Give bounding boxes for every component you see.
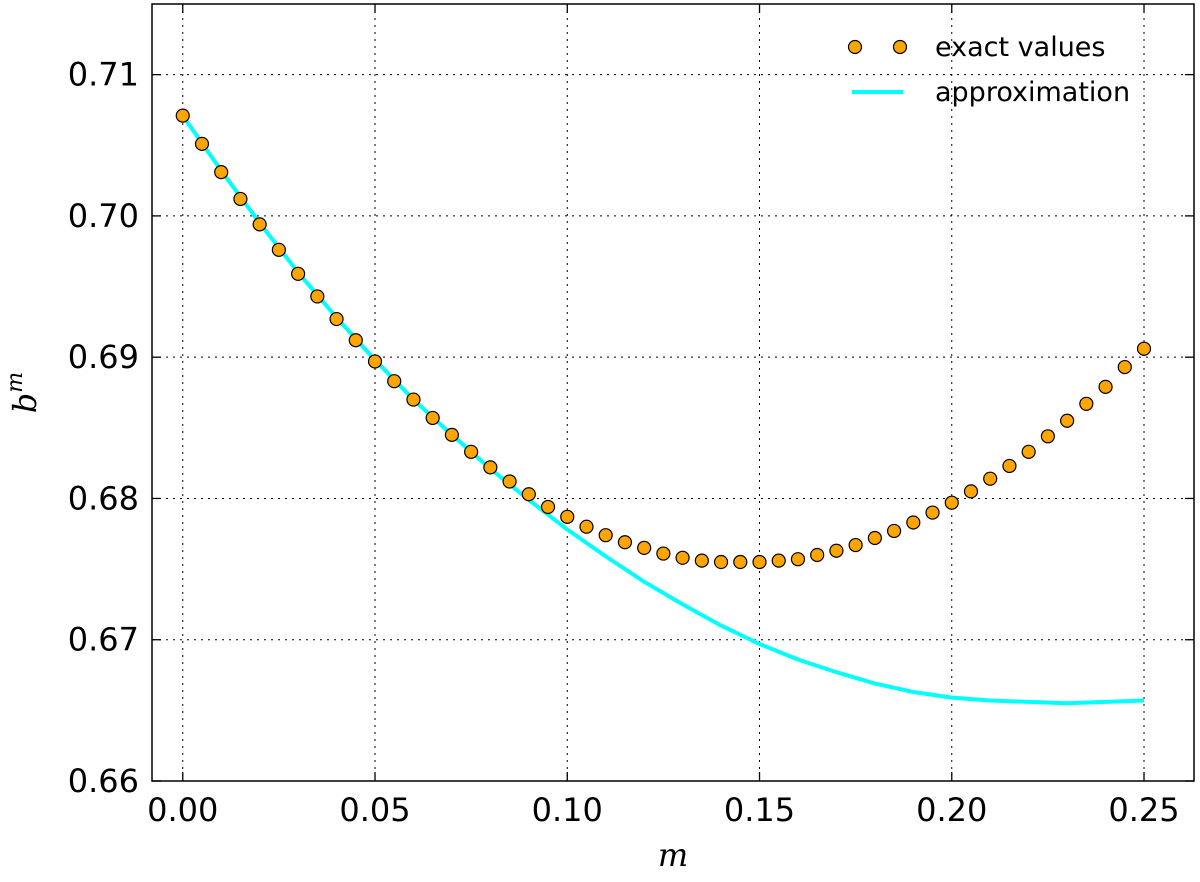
exact-value-point [271, 242, 286, 257]
exact-value-point [906, 515, 921, 530]
exact-value-point [1098, 379, 1113, 394]
exact-value-point [944, 495, 959, 510]
exact-value-point [444, 427, 460, 442]
exact-value-point [483, 460, 498, 475]
x-tick-label: 0.20 [916, 791, 987, 829]
exact-value-point [752, 554, 767, 570]
exact-value-point [810, 547, 825, 563]
x-axis-label: m [658, 836, 688, 874]
exact-value-point [387, 374, 402, 389]
y-tick-label: 0.67 [68, 621, 139, 659]
x-tick-label: 0.25 [1108, 791, 1179, 829]
exact-value-point [464, 444, 479, 459]
exact-value-point [348, 333, 363, 348]
exact-value-point [579, 519, 594, 534]
approximation-line [181, 114, 1145, 706]
axis-ticks: 0.00 0.05 0.10 0.15 0.20 0.25 0.66 0.67 0.68 0.69… [68, 4, 1194, 829]
exact-value-point [617, 535, 633, 550]
x-tick-label: 0.15 [724, 791, 795, 829]
y-tick-label: 0.71 [68, 56, 139, 94]
plot-area [175, 108, 1152, 706]
exact-value-point [367, 354, 383, 369]
legend: exact values approximation [847, 32, 1130, 108]
legend-marker-exact [892, 39, 908, 55]
exact-value-point [540, 499, 556, 515]
exact-value-point [1060, 413, 1075, 428]
exact-value-point [829, 543, 844, 558]
exact-value-point [771, 553, 786, 568]
exact-value-point [425, 410, 440, 426]
y-axis-label: bm [3, 372, 44, 413]
x-tick-label: 0.10 [532, 791, 603, 829]
exact-value-point [406, 392, 421, 407]
exact-value-point [1021, 444, 1036, 459]
exact-value-point [675, 550, 690, 565]
exact-value-point [886, 523, 902, 539]
axes-frame [151, 3, 1195, 782]
exact-value-point [214, 165, 229, 180]
exact-value-point [1117, 359, 1132, 375]
exact-value-point [713, 554, 729, 570]
y-tick-label: 0.66 [68, 762, 139, 800]
exact-value-point [175, 108, 190, 123]
legend-marker-exact [847, 39, 863, 55]
exact-value-point [291, 266, 306, 281]
exact-value-point [848, 537, 863, 553]
y-tick-label: 0.70 [68, 197, 139, 235]
x-tick-label: 0.00 [147, 791, 218, 829]
exact-value-point [656, 546, 671, 561]
exact-value-point [252, 217, 267, 232]
exact-value-point [1136, 341, 1152, 356]
exact-value-point [329, 311, 344, 327]
exact-value-point [502, 474, 517, 489]
exact-value-point [1040, 429, 1055, 444]
exact-value-point [983, 471, 998, 486]
y-axis-label-superscript: m [3, 372, 28, 393]
exact-value-point [733, 554, 748, 570]
exact-value-point [694, 553, 709, 568]
x-tick-label: 0.05 [339, 791, 410, 829]
exact-value-point [560, 509, 575, 524]
y-axis-label-base: b [6, 393, 44, 413]
exact-value-point [963, 484, 979, 499]
exact-value-point [521, 487, 536, 502]
legend-label-exact: exact values [935, 32, 1106, 63]
exact-value-point [233, 191, 248, 207]
exact-value-point [925, 505, 940, 520]
exact-value-point [194, 136, 210, 151]
exact-value-point [310, 289, 325, 304]
exact-value-point [598, 528, 613, 543]
legend-label-approximation: approximation [935, 77, 1130, 108]
exact-value-point [867, 530, 882, 546]
exact-value-point [1002, 458, 1017, 474]
y-tick-label: 0.69 [68, 338, 139, 376]
y-tick-label: 0.68 [68, 479, 139, 517]
exact-value-point [1079, 396, 1094, 411]
exact-value-point [790, 552, 806, 567]
exact-value-point [637, 540, 652, 556]
